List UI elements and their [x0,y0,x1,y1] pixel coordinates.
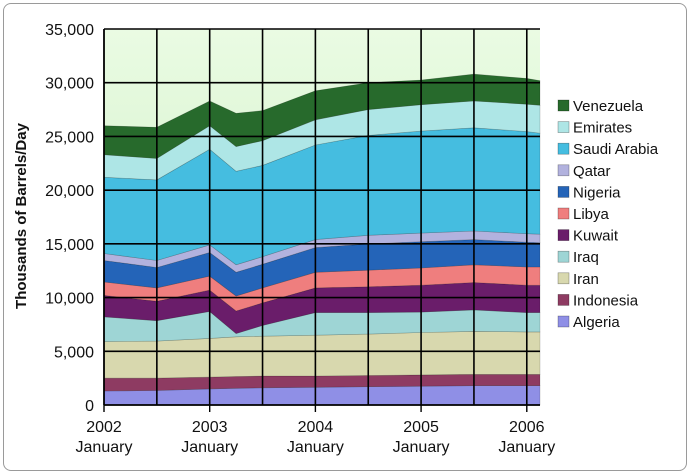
area-iraq [103,309,541,342]
legend-swatch-kuwait [557,229,570,241]
legend-label-emirates: Emirates [573,120,632,137]
legend-swatch-saudi-arabia [557,142,570,155]
legend-label-venezuela: Venezuela [573,98,644,115]
legend-label-libya: Libya [573,206,610,223]
y-tick-label: 25,000 [45,129,94,146]
legend-label-iraq: Iraq [573,249,599,266]
y-tick-label: 10,000 [45,291,94,308]
legend-label-iran: Iran [573,271,599,288]
legend-swatch-emirates [557,121,570,133]
legend-label-kuwait: Kuwait [573,228,619,245]
x-tick-label-year: 2006 [509,419,545,436]
legend-swatch-iraq [557,250,570,263]
legend-label-qatar: Qatar [573,163,611,180]
y-tick-label: 0 [85,398,94,415]
y-tick-label: 5,000 [54,344,94,361]
x-tick-label-month: January [181,439,238,456]
legend-swatch-qatar [557,164,570,177]
x-tick-label-month: January [287,439,344,456]
area-venezuela [103,73,541,159]
area-saudi-arabia [103,127,541,266]
legend-swatch-algeria [557,315,570,328]
legend-swatch-iran [557,272,570,285]
legend-label-nigeria: Nigeria [573,184,621,201]
y-tick-label: 35,000 [45,22,94,39]
y-tick-label: 20,000 [45,183,94,200]
legend-label-algeria: Algeria [573,314,620,331]
x-tick-label-year: 2002 [86,419,122,436]
legend-swatch-indonesia [557,294,570,306]
area-nigeria [103,239,541,297]
x-tick-label-year: 2004 [298,419,334,436]
legend-swatch-nigeria [557,186,570,198]
x-tick-label-month: January [393,439,450,456]
x-tick-label-year: 2003 [192,419,228,436]
x-tick-label-year: 2005 [403,419,439,436]
x-tick-labels: 2002 January 2003 January 2004 January 2005 Jan… [76,419,556,456]
legend-label-indonesia: Indonesia [573,292,639,309]
legend-swatch-libya [557,207,570,220]
legend-swatch-venezuela [557,99,570,112]
y-tick-label: 15,000 [45,237,94,254]
axes [103,29,540,412]
y-axis-label: Thousands of Barrels/Day [13,122,30,309]
area-series-layer [103,73,541,406]
area-emirates [103,100,541,181]
gridlines [104,28,540,405]
legend: Venezuela Emirates Saudi Arabia Qatar Nigeri… [557,98,659,331]
y-tick-label: 30,000 [45,76,94,93]
x-tick-label-month: January [498,439,555,456]
area-libya [103,264,541,312]
y-tick-labels: 0 5,000 10,000 15,000 20,000 25,000 30,000 35,0… [45,22,94,415]
x-tick-label-month: January [76,439,133,456]
area-kuwait [103,282,541,334]
legend-label-saudi-arabia: Saudi Arabia [573,141,659,158]
